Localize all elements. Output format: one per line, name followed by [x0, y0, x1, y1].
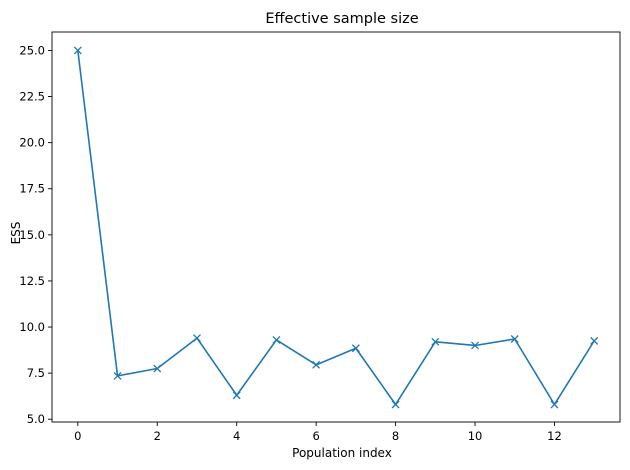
data-point-marker: [153, 364, 162, 373]
data-point-marker: [351, 344, 360, 353]
x-tick-label: 6: [312, 429, 319, 443]
data-point-marker: [232, 391, 241, 400]
data-point-marker: [550, 400, 559, 409]
data-point-marker: [312, 360, 321, 369]
plot-area: 0 2 4 6 8 10 12 5.0 7.5 10.0 12.5 15.0 17.5 20.0 22.5 2…: [19, 31, 621, 443]
y-tick-label: 7.5: [27, 366, 45, 380]
data-point-marker: [73, 46, 82, 55]
y-tick-label: 15.0: [19, 228, 45, 242]
x-tick-label: 2: [154, 429, 161, 443]
y-tick-label: 5.0: [27, 412, 45, 426]
y-tick-label: 22.5: [19, 90, 45, 104]
y-axis-label: ESS: [9, 222, 23, 245]
plot-frame: [51, 31, 621, 423]
y-tick-label: 10.0: [19, 320, 45, 334]
x-tick-label: 4: [233, 429, 240, 443]
y-tick-label: 17.5: [19, 182, 45, 196]
data-point-marker: [590, 336, 599, 345]
x-tick-label: 8: [392, 429, 399, 443]
x-tick-label: 0: [74, 429, 81, 443]
y-tick-label: 20.0: [19, 136, 45, 150]
data-point-marker: [193, 334, 201, 343]
data-point-marker: [272, 335, 281, 344]
x-tick-label: 10: [468, 429, 483, 443]
data-point-marker: [431, 337, 440, 346]
chart-title: Effective sample size: [265, 11, 418, 27]
x-axis-label: Population index: [292, 446, 392, 460]
data-point-marker: [471, 341, 479, 350]
data-point-marker: [113, 371, 122, 380]
data-point-marker: [391, 400, 400, 409]
y-tick-label: 25.0: [19, 43, 45, 57]
y-tick-label: 12.5: [19, 274, 45, 288]
x-tick-label: 12: [547, 429, 562, 443]
series-line: [77, 50, 595, 406]
data-point-marker: [510, 335, 519, 343]
